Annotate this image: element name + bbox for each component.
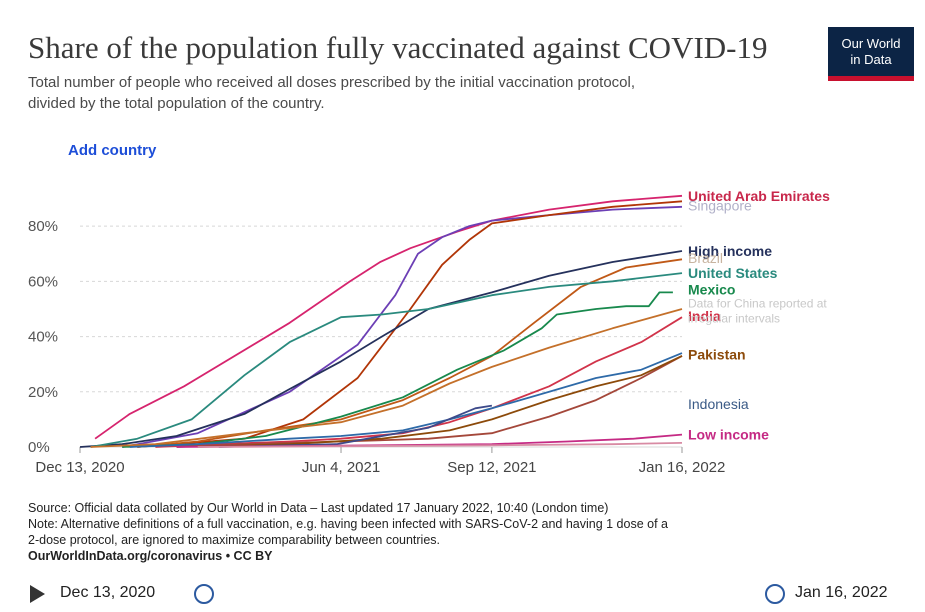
series-line-mexico[interactable] — [122, 291, 673, 448]
owid-logo[interactable]: Our World in Data — [828, 27, 914, 81]
series-line-bangladesh[interactable] — [176, 355, 683, 448]
timeline-end-handle[interactable] — [765, 584, 785, 604]
series-line-united-arab-emirates[interactable] — [94, 194, 683, 440]
x-tick-label: Dec 13, 2020 — [35, 459, 124, 476]
line-chart: 0% 20% 40% 60% 80% Dec 13, 2020 Jun 4, 2021 Sep… — [28, 188, 830, 476]
x-tick-label: Jan 16, 2022 — [639, 459, 726, 476]
series-end-label[interactable]: Mexico — [688, 282, 735, 298]
play-icon[interactable] — [30, 585, 45, 603]
y-tick-label: 80% — [28, 218, 58, 235]
subtitle-line-1: Total number of people who received all … — [28, 74, 636, 91]
y-tick-label: 0% — [28, 439, 50, 456]
series-layer — [79, 194, 683, 448]
x-tick-label: Sep 12, 2021 — [447, 459, 536, 476]
grid-layer: 0% 20% 40% 60% 80% Dec 13, 2020 Jun 4, 2021 Sep… — [28, 218, 725, 476]
note-text-2: 2-dose protocol, are ignored to maximize… — [28, 533, 441, 547]
series-end-label[interactable]: United States — [688, 265, 778, 281]
chart-title: Share of the population fully vaccinated… — [28, 30, 768, 65]
series-line-singapore[interactable] — [122, 205, 683, 448]
y-tick-label: 20% — [28, 384, 58, 401]
y-tick-label: 60% — [28, 273, 58, 290]
series-line-world[interactable] — [90, 308, 683, 448]
timeline: Dec 13, 2020 Jan 16, 2022 — [0, 580, 925, 610]
timeline-start-handle[interactable] — [194, 584, 214, 604]
series-end-label[interactable]: High income — [688, 243, 772, 259]
x-tick-label: Jun 4, 2021 — [302, 459, 380, 476]
timeline-end-label: Jan 16, 2022 — [795, 584, 888, 601]
source-link[interactable]: OurWorldInData.org/coronavirus • CC BY — [28, 549, 273, 563]
add-country-button[interactable]: Add country — [68, 142, 157, 159]
series-line-high-income[interactable] — [79, 250, 683, 448]
series-line-united-states[interactable] — [90, 272, 683, 448]
subtitle-line-2: divided by the total population of the c… — [28, 95, 325, 112]
series-line-ethiopia[interactable] — [197, 442, 683, 448]
y-tick-label: 40% — [28, 329, 58, 346]
series-end-label[interactable]: India — [688, 308, 721, 324]
chart-subtitle: Total number of people who received all … — [28, 72, 788, 114]
source-text: Source: Official data collated by Our Wo… — [28, 501, 609, 515]
china-annotation: Data for China reported at irregular inte… — [688, 296, 827, 325]
series-line-china[interactable] — [137, 200, 683, 448]
series-line-brazil[interactable] — [137, 258, 683, 448]
chart-footer: Source: Official data collated by Our Wo… — [28, 500, 898, 564]
timeline-start-label: Dec 13, 2020 — [60, 584, 156, 601]
series-end-label[interactable]: Indonesia — [688, 396, 749, 412]
series-end-label[interactable]: Brazil — [688, 250, 723, 266]
series-line-india[interactable] — [155, 316, 683, 448]
series-end-label[interactable]: Singapore — [688, 197, 752, 213]
series-line-pakistan[interactable] — [197, 355, 683, 448]
logo-line-2: in Data — [850, 52, 892, 67]
logo-line-1: Our World — [841, 36, 901, 51]
note-text-1: Note: Alternative definitions of a full … — [28, 517, 668, 531]
series-end-label[interactable]: Pakistan — [688, 347, 746, 363]
series-end-label[interactable]: Low income — [688, 427, 769, 443]
series-end-label[interactable]: United Arab Emirates — [688, 188, 830, 204]
